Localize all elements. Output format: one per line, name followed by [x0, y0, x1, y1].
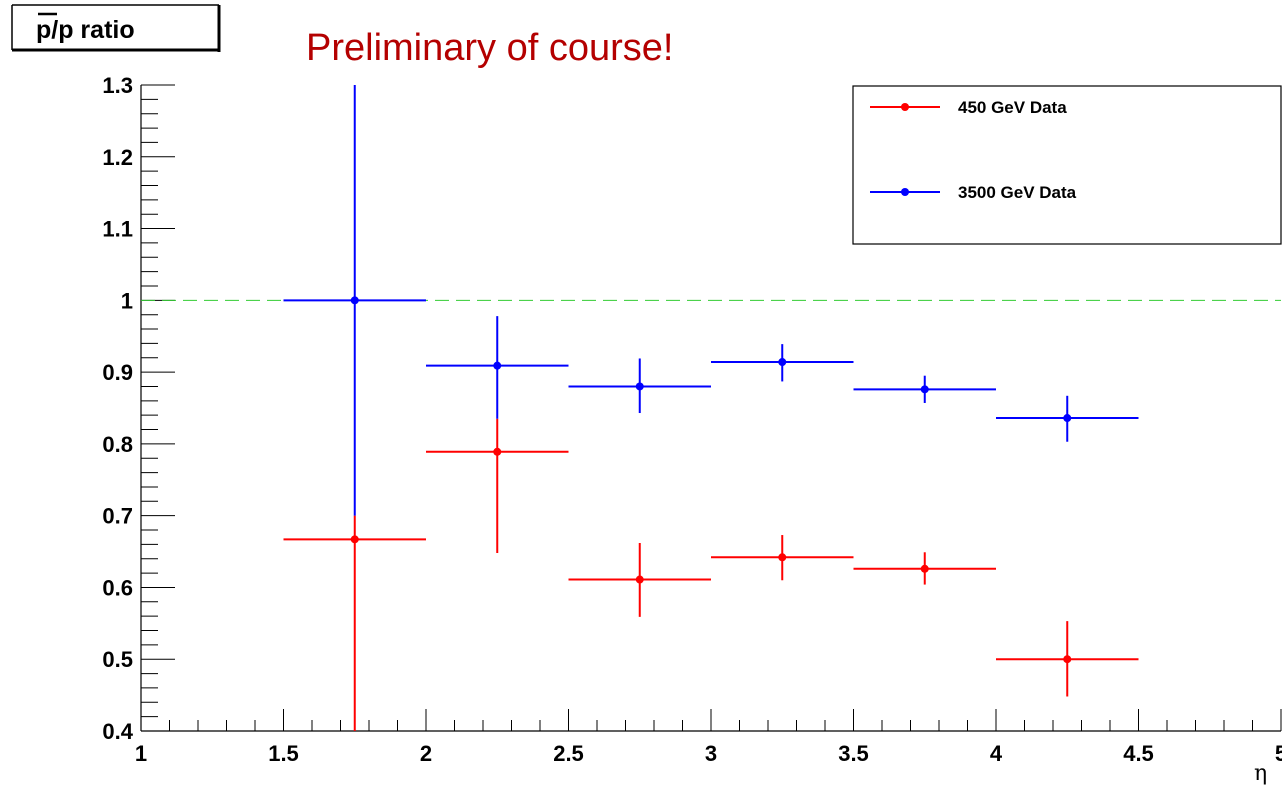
legend-box	[852, 85, 1282, 245]
y-tick-label: 1.3	[102, 73, 133, 98]
title-box: p/p ratio	[11, 4, 221, 52]
data-point	[778, 358, 787, 367]
data-point	[920, 564, 929, 573]
x-axis-title: η	[1254, 761, 1267, 786]
x-tick-label: 3.5	[838, 741, 869, 766]
data-point	[778, 553, 787, 562]
y-tick-label: 0.9	[102, 360, 133, 385]
data-point	[1063, 414, 1072, 423]
x-tick-label: 1.5	[268, 741, 299, 766]
axis-ticks	[140, 84, 1282, 732]
data-point	[493, 361, 502, 370]
y-tick-label: 0.5	[102, 647, 133, 672]
x-tick-label: 2	[420, 741, 432, 766]
y-tick-label: 0.8	[102, 432, 133, 457]
legend-label: 3500 GeV Data	[958, 183, 1077, 202]
series-1	[283, 418, 1139, 731]
y-tick-label: 1.1	[102, 217, 133, 242]
y-tick-label: 0.6	[102, 575, 133, 600]
y-tick-labels: 0.4 0.5 0.6 0.7 0.8 0.9 1 1.1 1.2 1.3	[102, 73, 133, 744]
x-tick-label: 5	[1275, 741, 1282, 766]
preliminary-annotation: Preliminary of course!	[306, 27, 673, 69]
y-tick-label: 1.2	[102, 145, 133, 170]
y-tick-label: 0.4	[102, 719, 133, 744]
x-tick-label: 2.5	[553, 741, 584, 766]
legend-label: 450 GeV Data	[958, 98, 1067, 117]
series-layer	[283, 85, 1139, 731]
title-box-label: p/p ratio	[36, 16, 135, 44]
y-tick-label: 1	[121, 288, 133, 313]
legend: 450 GeV Data 3500 GeV Data	[852, 85, 1282, 245]
data-point	[635, 575, 644, 584]
x-tick-labels: 1 1.5 2 2.5 3 3.5 4 4.5 5	[135, 741, 1282, 766]
x-tick-label: 4.5	[1123, 741, 1154, 766]
x-tick-label: 1	[135, 741, 147, 766]
data-point	[1063, 655, 1072, 664]
legend-marker	[901, 188, 909, 196]
x-tick-label: 4	[990, 741, 1003, 766]
data-point	[635, 382, 644, 391]
data-point	[350, 535, 359, 544]
data-point	[920, 385, 929, 394]
legend-marker	[901, 103, 909, 111]
data-point	[350, 296, 359, 305]
y-tick-label: 0.7	[102, 504, 133, 529]
data-point	[493, 447, 502, 456]
series-2	[283, 85, 1139, 516]
x-tick-label: 3	[705, 741, 717, 766]
